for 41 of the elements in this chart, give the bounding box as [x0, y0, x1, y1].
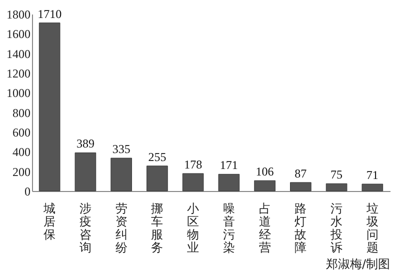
x-tick-label: 挪车服务	[151, 202, 164, 254]
data-label: 75	[330, 168, 343, 182]
data-label: 106	[256, 164, 274, 179]
bar	[38, 22, 60, 192]
y-tick-label: 600	[12, 126, 30, 140]
y-tick-label: 800	[12, 106, 30, 120]
bar	[218, 174, 240, 192]
data-label: 389	[76, 136, 94, 151]
bar	[110, 158, 132, 192]
data-label: 335	[112, 142, 130, 156]
bar	[182, 173, 204, 192]
y-tick-label: 1600	[6, 27, 30, 42]
y-tick-label: 1800	[6, 8, 30, 22]
bar	[362, 184, 384, 192]
y-tick-label: 1400	[6, 46, 30, 61]
data-label: 87	[294, 166, 307, 180]
y-tick-label: 1000	[6, 86, 30, 100]
data-label: 178	[184, 157, 202, 172]
x-tick-label: 噪音污染	[222, 202, 235, 254]
y-tick-label: 200	[12, 164, 30, 179]
x-tick-label: 城居保	[42, 202, 56, 242]
data-label: 171	[220, 158, 238, 172]
x-tick-label: 涉疫咨询	[79, 202, 92, 254]
bar	[146, 166, 168, 192]
x-tick-label: 劳资纠纷	[115, 202, 128, 254]
bar	[74, 152, 96, 192]
x-tick-label: 占道经营	[258, 202, 271, 254]
data-label: 1710	[38, 6, 62, 21]
text: 郑淑梅/制图	[326, 257, 390, 271]
x-tick-label: 垃圾问题	[365, 202, 378, 254]
bar	[290, 182, 312, 192]
y-tick-label: 1200	[6, 66, 30, 80]
x-tick-label: 路灯故障	[294, 202, 307, 254]
x-tick-label: 小区物业	[187, 202, 200, 254]
x-tick-label: 污水投诉	[330, 202, 343, 254]
bar	[254, 180, 276, 192]
data-label: 71	[366, 168, 378, 182]
y-tick-label: 0	[24, 184, 30, 198]
y-tick-label: 400	[12, 145, 30, 160]
bar	[326, 183, 348, 192]
data-label: 255	[148, 150, 166, 164]
